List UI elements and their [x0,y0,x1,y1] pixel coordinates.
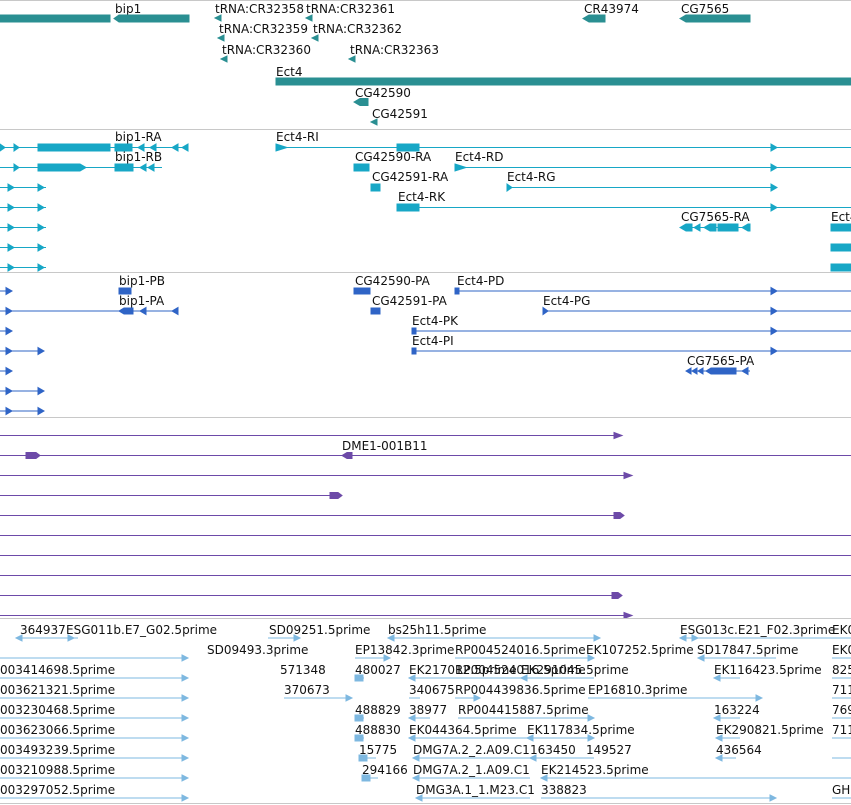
est-label: 571348 [280,663,326,677]
protein-label: Ect4-PI [412,334,454,348]
est-label: 003623066.5prime [0,723,116,737]
est-label: 338823 [541,783,587,797]
est-label: GH [832,783,851,797]
est-label: 003621321.5prime [0,683,116,697]
est-label: ESG011b.E7_G02.5prime [66,623,218,637]
est-label: 38977 [409,703,448,717]
est-label: 480027 [355,663,401,677]
est-label: 370673 [284,683,330,697]
gene-label: tRNA:CR32361 [306,2,395,16]
protein-label: CG7565-PA [687,354,755,368]
est-label: 488830 [355,723,401,737]
est-label: EP13842.3prime [355,643,455,657]
transcript-label: Ect4-RK [398,190,446,204]
transcript-label: CG42591-RA [372,170,449,184]
protein-label: Ect4-PK [412,314,458,328]
transcript-label: Ect4 [831,210,851,224]
est-label: EK217012.5prime [409,663,517,677]
est-label: 163224 [714,703,760,717]
est-label: 711 [832,683,851,697]
protein-label: CG42591-PA [372,294,447,308]
est-label: DMG7A.2_1.A09.C1 [413,763,530,777]
track-separator [0,129,851,130]
est-label: 003297052.5prime [0,783,116,797]
track-separator [0,0,851,1]
est-label: EK116423.5prime [714,663,822,677]
track-separator [0,417,851,418]
gene-label: CG42591 [372,107,428,121]
protein-label: bip1-PA [119,294,165,308]
transcript-label: Ect4-RG [507,170,556,184]
track-separator [0,272,851,273]
est-label: EK0 [832,623,851,637]
est-label: EK117834.5prime [527,723,635,737]
gene-features[interactable] [0,0,851,129]
protein-features[interactable] [0,272,851,417]
est-label: EK044364.5prime [409,723,517,737]
est-label: SD09251.5prime [269,623,371,637]
gene-label: tRNA:CR32359 [219,22,308,36]
est-label: 003230468.5prime [0,703,116,717]
protein-label: Ect4-PD [457,274,505,288]
est-label: EK291045.5prime [521,663,629,677]
est-label: 340675 [409,683,455,697]
transcript-label: bip1-RB [115,150,163,164]
est-label: EK107252.5prime [586,643,694,657]
gene-label: tRNA:CR32363 [350,43,439,57]
est-label: 294166 [362,763,408,777]
est-features[interactable] [0,618,851,803]
transcript-label: Ect4-RD [455,150,504,164]
est-label: EK290821.5prime [716,723,824,737]
transcript-label: bip1-RA [115,130,162,144]
est-label: 003493239.5prime [0,743,116,757]
transcript-features[interactable] [0,129,851,272]
est-label: EK214523.5prime [541,763,649,777]
est-label: SD17847.5prime [697,643,799,657]
est-label: 003414698.5prime [0,663,116,677]
transcript-label: CG42590-RA [355,150,432,164]
protein-label: bip1-PB [119,274,166,288]
est-label: 003210988.5prime [0,763,116,777]
transcript-label: Ect4-RI [276,130,319,144]
gene-label: bip1 [115,2,142,16]
cdna-label: DME1-001B11 [342,439,428,453]
track-separator [0,803,851,804]
est-label: 163450 [530,743,576,757]
gene-label: tRNA:CR32358 [215,2,304,16]
est-label: 488829 [355,703,401,717]
protein-label: Ect4-PG [543,294,591,308]
est-label: EK0 [832,643,851,657]
est-label: 711 [832,723,851,737]
est-label: 364937 [20,623,66,637]
est-label: RP004524016.5prime [455,643,586,657]
est-label: bs25h11.5prime [388,623,487,637]
gene-label: Ect4 [276,65,303,79]
est-label: RP004439836.5prime [455,683,586,697]
gene-label: tRNA:CR32362 [313,22,402,36]
est-label: RP004415887.5prime [458,703,589,717]
transcript-label: CG7565-RA [681,210,750,224]
est-label: 825 [832,663,851,677]
track-separator [0,618,851,619]
gene-label: CG7565 [681,2,730,16]
cdna-features[interactable] [0,417,851,618]
est-label: 15775 [359,743,398,757]
est-label: EP16810.3prime [588,683,688,697]
protein-label: CG42590-PA [355,274,430,288]
gene-label: CR43974 [584,2,639,16]
est-label: RP004524016.5prime [455,663,586,677]
gene-label: CG42590 [355,86,411,100]
est-label: 149527 [586,743,632,757]
est-label: DMG3A.1_1.M23.C1 [416,783,535,797]
est-label: DMG7A.2_2.A09.C1 [413,743,530,757]
est-label: 436564 [716,743,762,757]
est-label: 769 [832,703,851,717]
gene-label: tRNA:CR32360 [222,43,311,57]
est-label: ESG013c.E21_F02.3prime [680,623,836,637]
est-label: SD09493.3prime [207,643,309,657]
